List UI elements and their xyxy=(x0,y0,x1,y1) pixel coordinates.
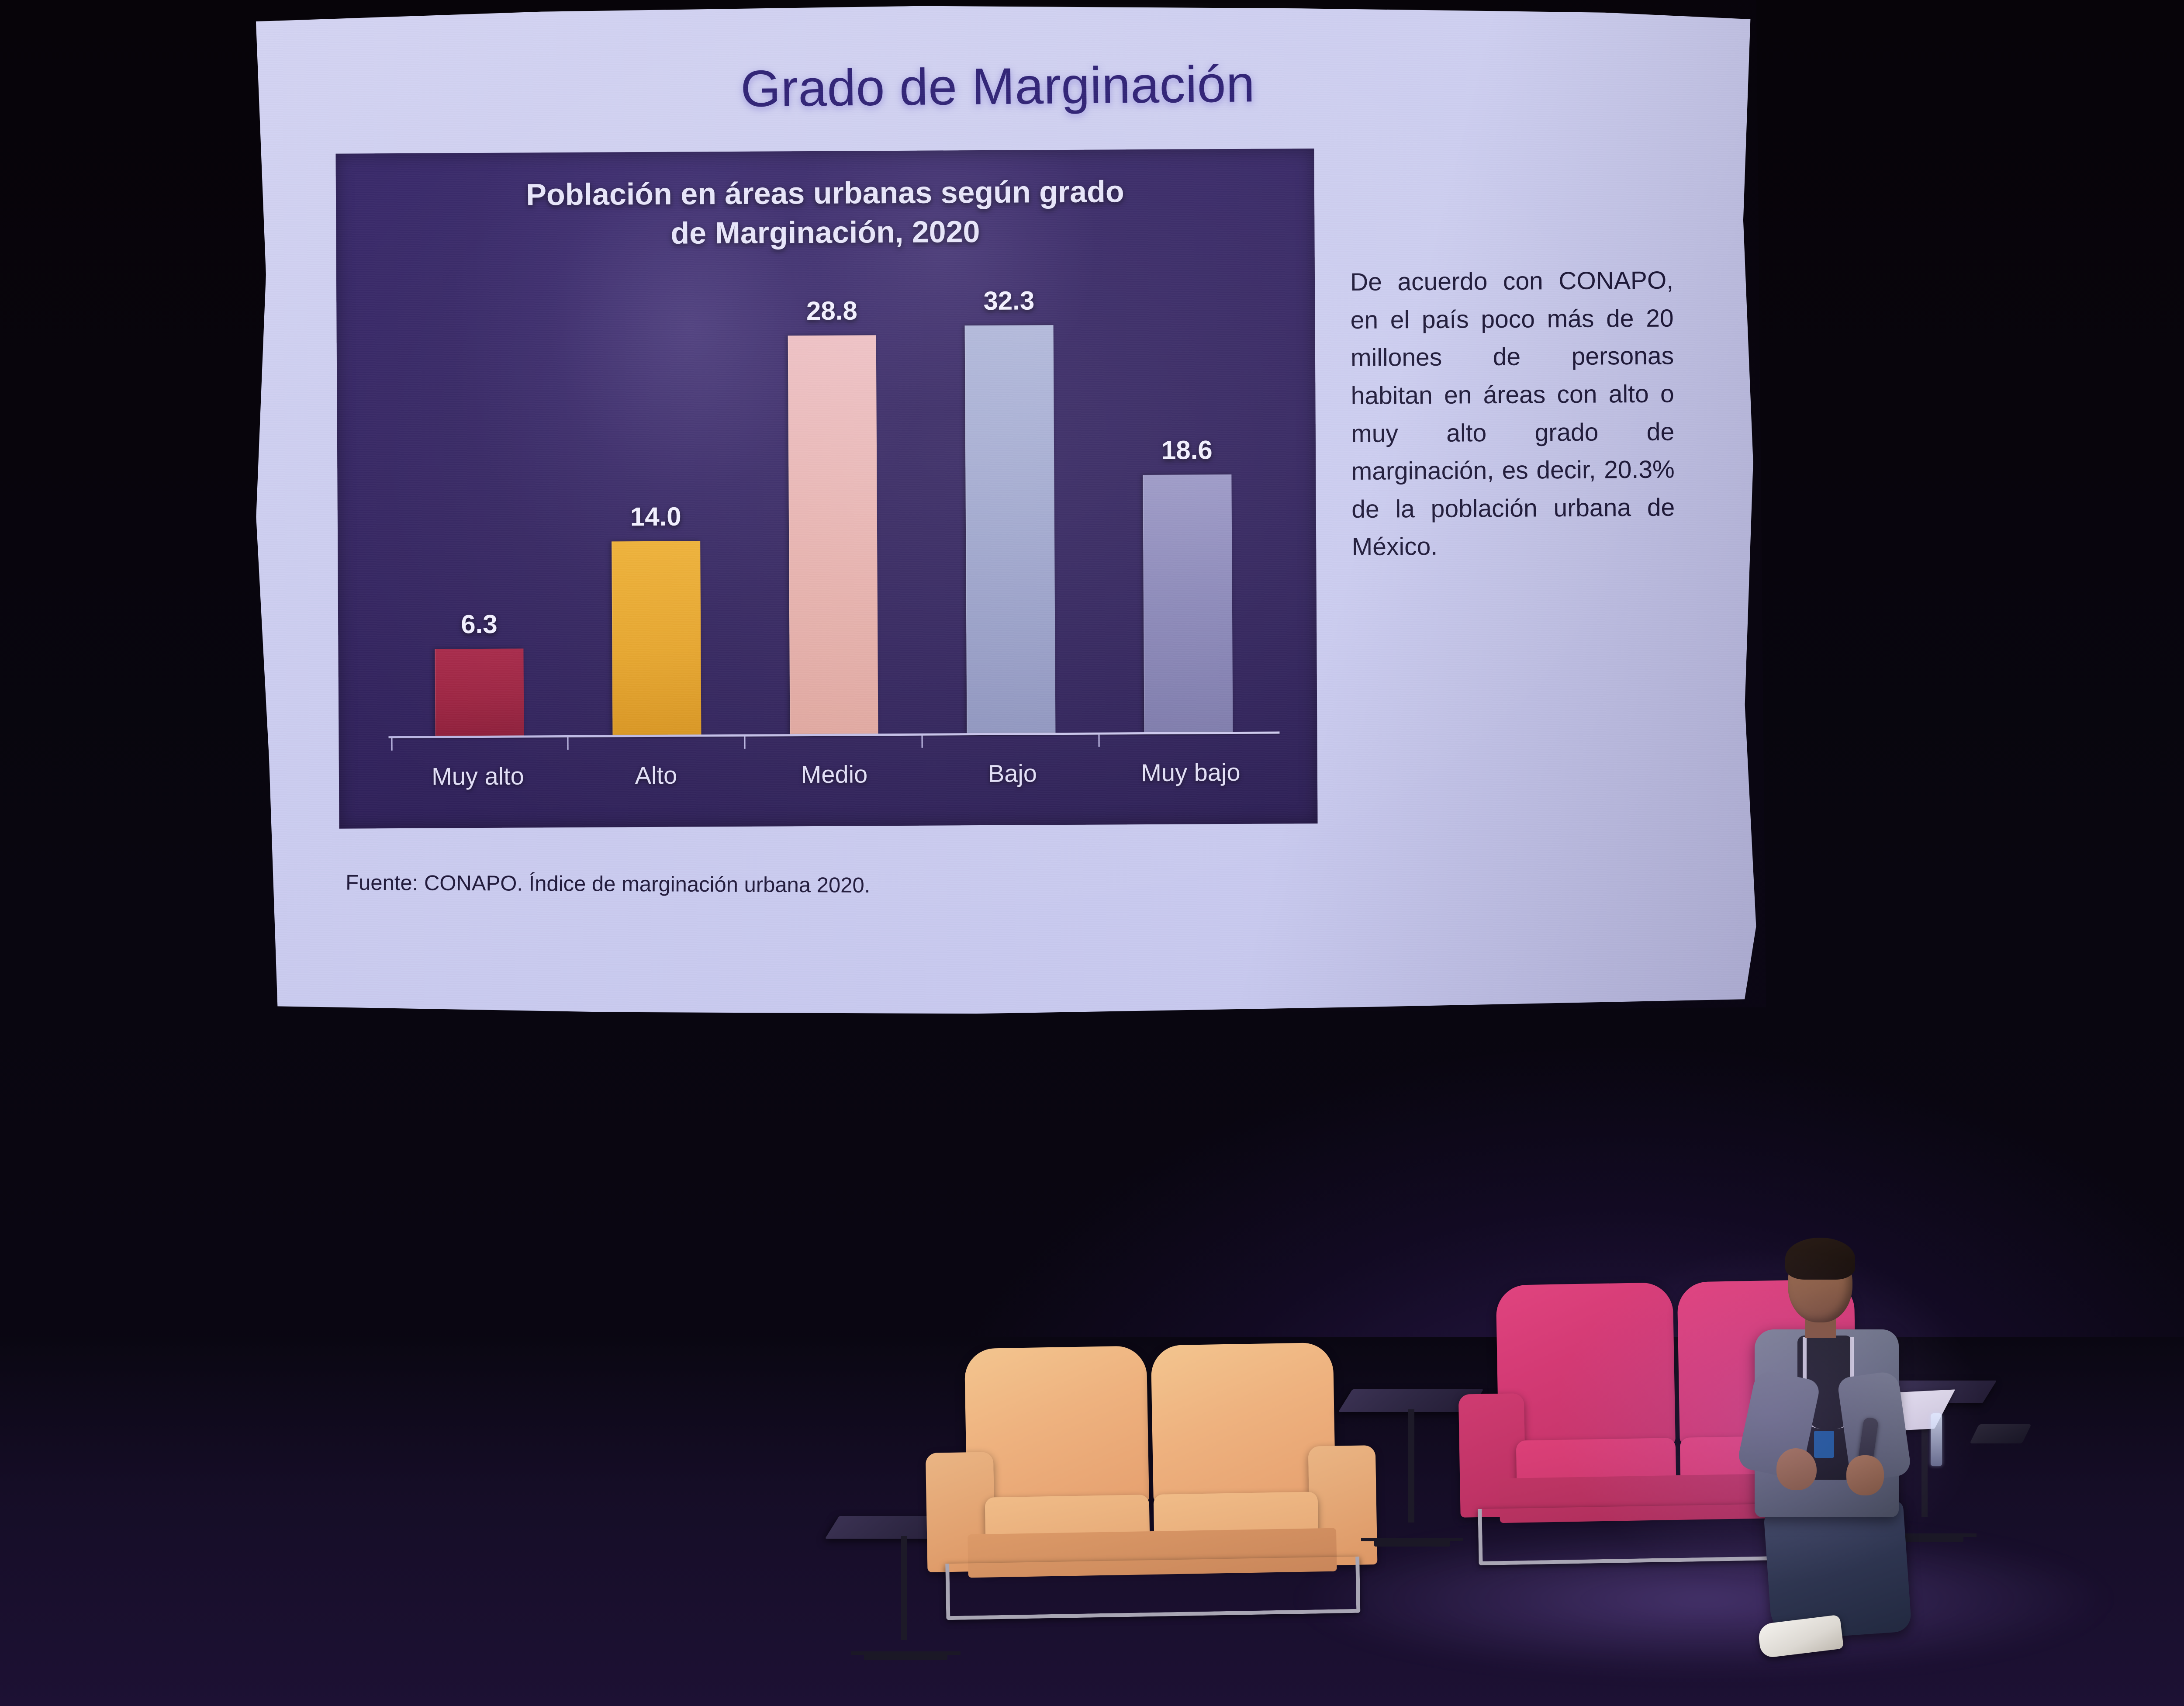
bar-muy-alto xyxy=(435,649,524,737)
water-bottle xyxy=(1931,1413,1942,1466)
x-label-muy-bajo: Muy bajo xyxy=(1141,758,1241,787)
x-label-bajo: Bajo xyxy=(988,759,1037,787)
side-table-middle xyxy=(1338,1389,1484,1547)
bar-value-label: 14.0 xyxy=(630,502,681,532)
bar-group-bajo: 32.3 xyxy=(920,285,1100,734)
bar-group-medio: 28.8 xyxy=(743,286,923,735)
bar-value-label: 28.8 xyxy=(806,296,857,325)
sofa-backrest xyxy=(964,1342,1336,1506)
bar-medio xyxy=(788,335,878,734)
speaker-hand-right xyxy=(1846,1455,1884,1495)
projection-screen: Grado de Marginación Población en áreas … xyxy=(237,0,1766,1022)
x-axis-labels: Muy alto Alto Medio Bajo Muy bajo xyxy=(389,758,1280,791)
equipment-case xyxy=(1970,1424,2032,1443)
x-label-alto: Alto xyxy=(635,761,677,789)
speaker-person xyxy=(1736,1238,1920,1659)
plot-area: 6.3 14.0 28.8 xyxy=(389,284,1277,737)
tick-mark xyxy=(391,737,568,751)
table-post xyxy=(1408,1409,1414,1523)
bar-series: 6.3 14.0 28.8 xyxy=(389,284,1277,737)
chart-title-line-1: Población en áreas urbanas según grado xyxy=(526,174,1124,212)
slide-title: Grado de Marginación xyxy=(740,55,1255,118)
table-foot xyxy=(864,1653,947,1660)
tick-mark xyxy=(746,735,923,750)
tick-mark xyxy=(568,736,746,751)
tick-mark xyxy=(923,734,1100,749)
back-cushion xyxy=(1151,1342,1336,1503)
tick-mark xyxy=(1100,733,1277,747)
speaker-badge xyxy=(1814,1431,1834,1458)
source-note: Fuente: CONAPO. Índice de marginación ur… xyxy=(346,871,871,897)
side-table-right xyxy=(1851,1381,1997,1542)
table-foot xyxy=(1887,1535,1963,1542)
bar-group-muy-alto: 6.3 xyxy=(389,288,568,737)
table-post xyxy=(901,1536,908,1640)
bar-bajo xyxy=(965,325,1056,734)
screen-cloth-surface: Grado de Marginación Población en áreas … xyxy=(238,0,1766,1022)
table-post xyxy=(1921,1401,1928,1517)
speaker-hair xyxy=(1785,1238,1855,1280)
bar-muy-bajo xyxy=(1143,474,1233,733)
speaker-hand-left xyxy=(1776,1448,1817,1490)
bar-group-alto: 14.0 xyxy=(566,287,746,736)
bar-alto xyxy=(612,541,701,736)
chart-title: Población en áreas urbanas según grado d… xyxy=(358,171,1293,254)
x-label-medio: Medio xyxy=(801,760,868,789)
side-table-left xyxy=(825,1516,984,1660)
bar-value-label: 18.6 xyxy=(1161,435,1213,465)
table-foot xyxy=(1374,1540,1450,1547)
bar-group-muy-bajo: 18.6 xyxy=(1097,284,1277,733)
sofa-chrome-frame xyxy=(945,1556,1361,1620)
bar-value-label: 32.3 xyxy=(983,286,1035,315)
chart-panel: Población en áreas urbanas según grado d… xyxy=(335,149,1317,829)
commentary-paragraph: De acuerdo con CONAPO, en el país poco m… xyxy=(1350,266,1675,561)
slide-content: Grado de Marginación Población en áreas … xyxy=(238,0,1766,1022)
x-label-muy-alto: Muy alto xyxy=(431,762,524,790)
chart-title-line-2: de Marginación, 2020 xyxy=(670,214,980,250)
sofa-orange xyxy=(924,1342,1379,1620)
bar-value-label: 6.3 xyxy=(461,609,498,639)
